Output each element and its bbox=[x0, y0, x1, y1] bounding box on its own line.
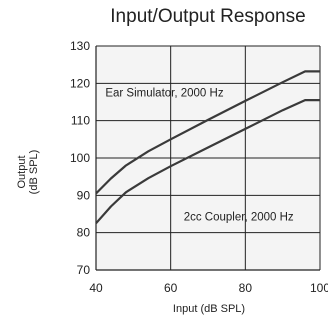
x-tick-label-60: 60 bbox=[164, 281, 178, 295]
x-tick-label-100: 100 bbox=[310, 281, 328, 295]
y-tick-label-80: 80 bbox=[77, 226, 91, 240]
y-tick-label-70: 70 bbox=[77, 263, 91, 277]
series-annotation-2: 2cc Coupler, 2000 Hz bbox=[184, 212, 294, 224]
series-annotation-1: Ear Simulator, 2000 Hz bbox=[105, 88, 224, 100]
chart-title: Input/Output Response bbox=[110, 6, 306, 27]
x-tick-label-80: 80 bbox=[239, 281, 253, 295]
x-axis-label: Input (dB SPL) bbox=[172, 303, 246, 315]
y-tick-label-130: 130 bbox=[70, 39, 90, 53]
x-tick-label-40: 40 bbox=[89, 281, 103, 295]
y-tick-label-100: 100 bbox=[70, 151, 90, 165]
y-tick-label-90: 90 bbox=[77, 188, 91, 202]
series-line-2 bbox=[95, 98, 320, 225]
y-tick-label-110: 110 bbox=[71, 114, 90, 128]
series-line-1 bbox=[95, 70, 320, 195]
y-tick-label-120: 120 bbox=[70, 76, 90, 90]
